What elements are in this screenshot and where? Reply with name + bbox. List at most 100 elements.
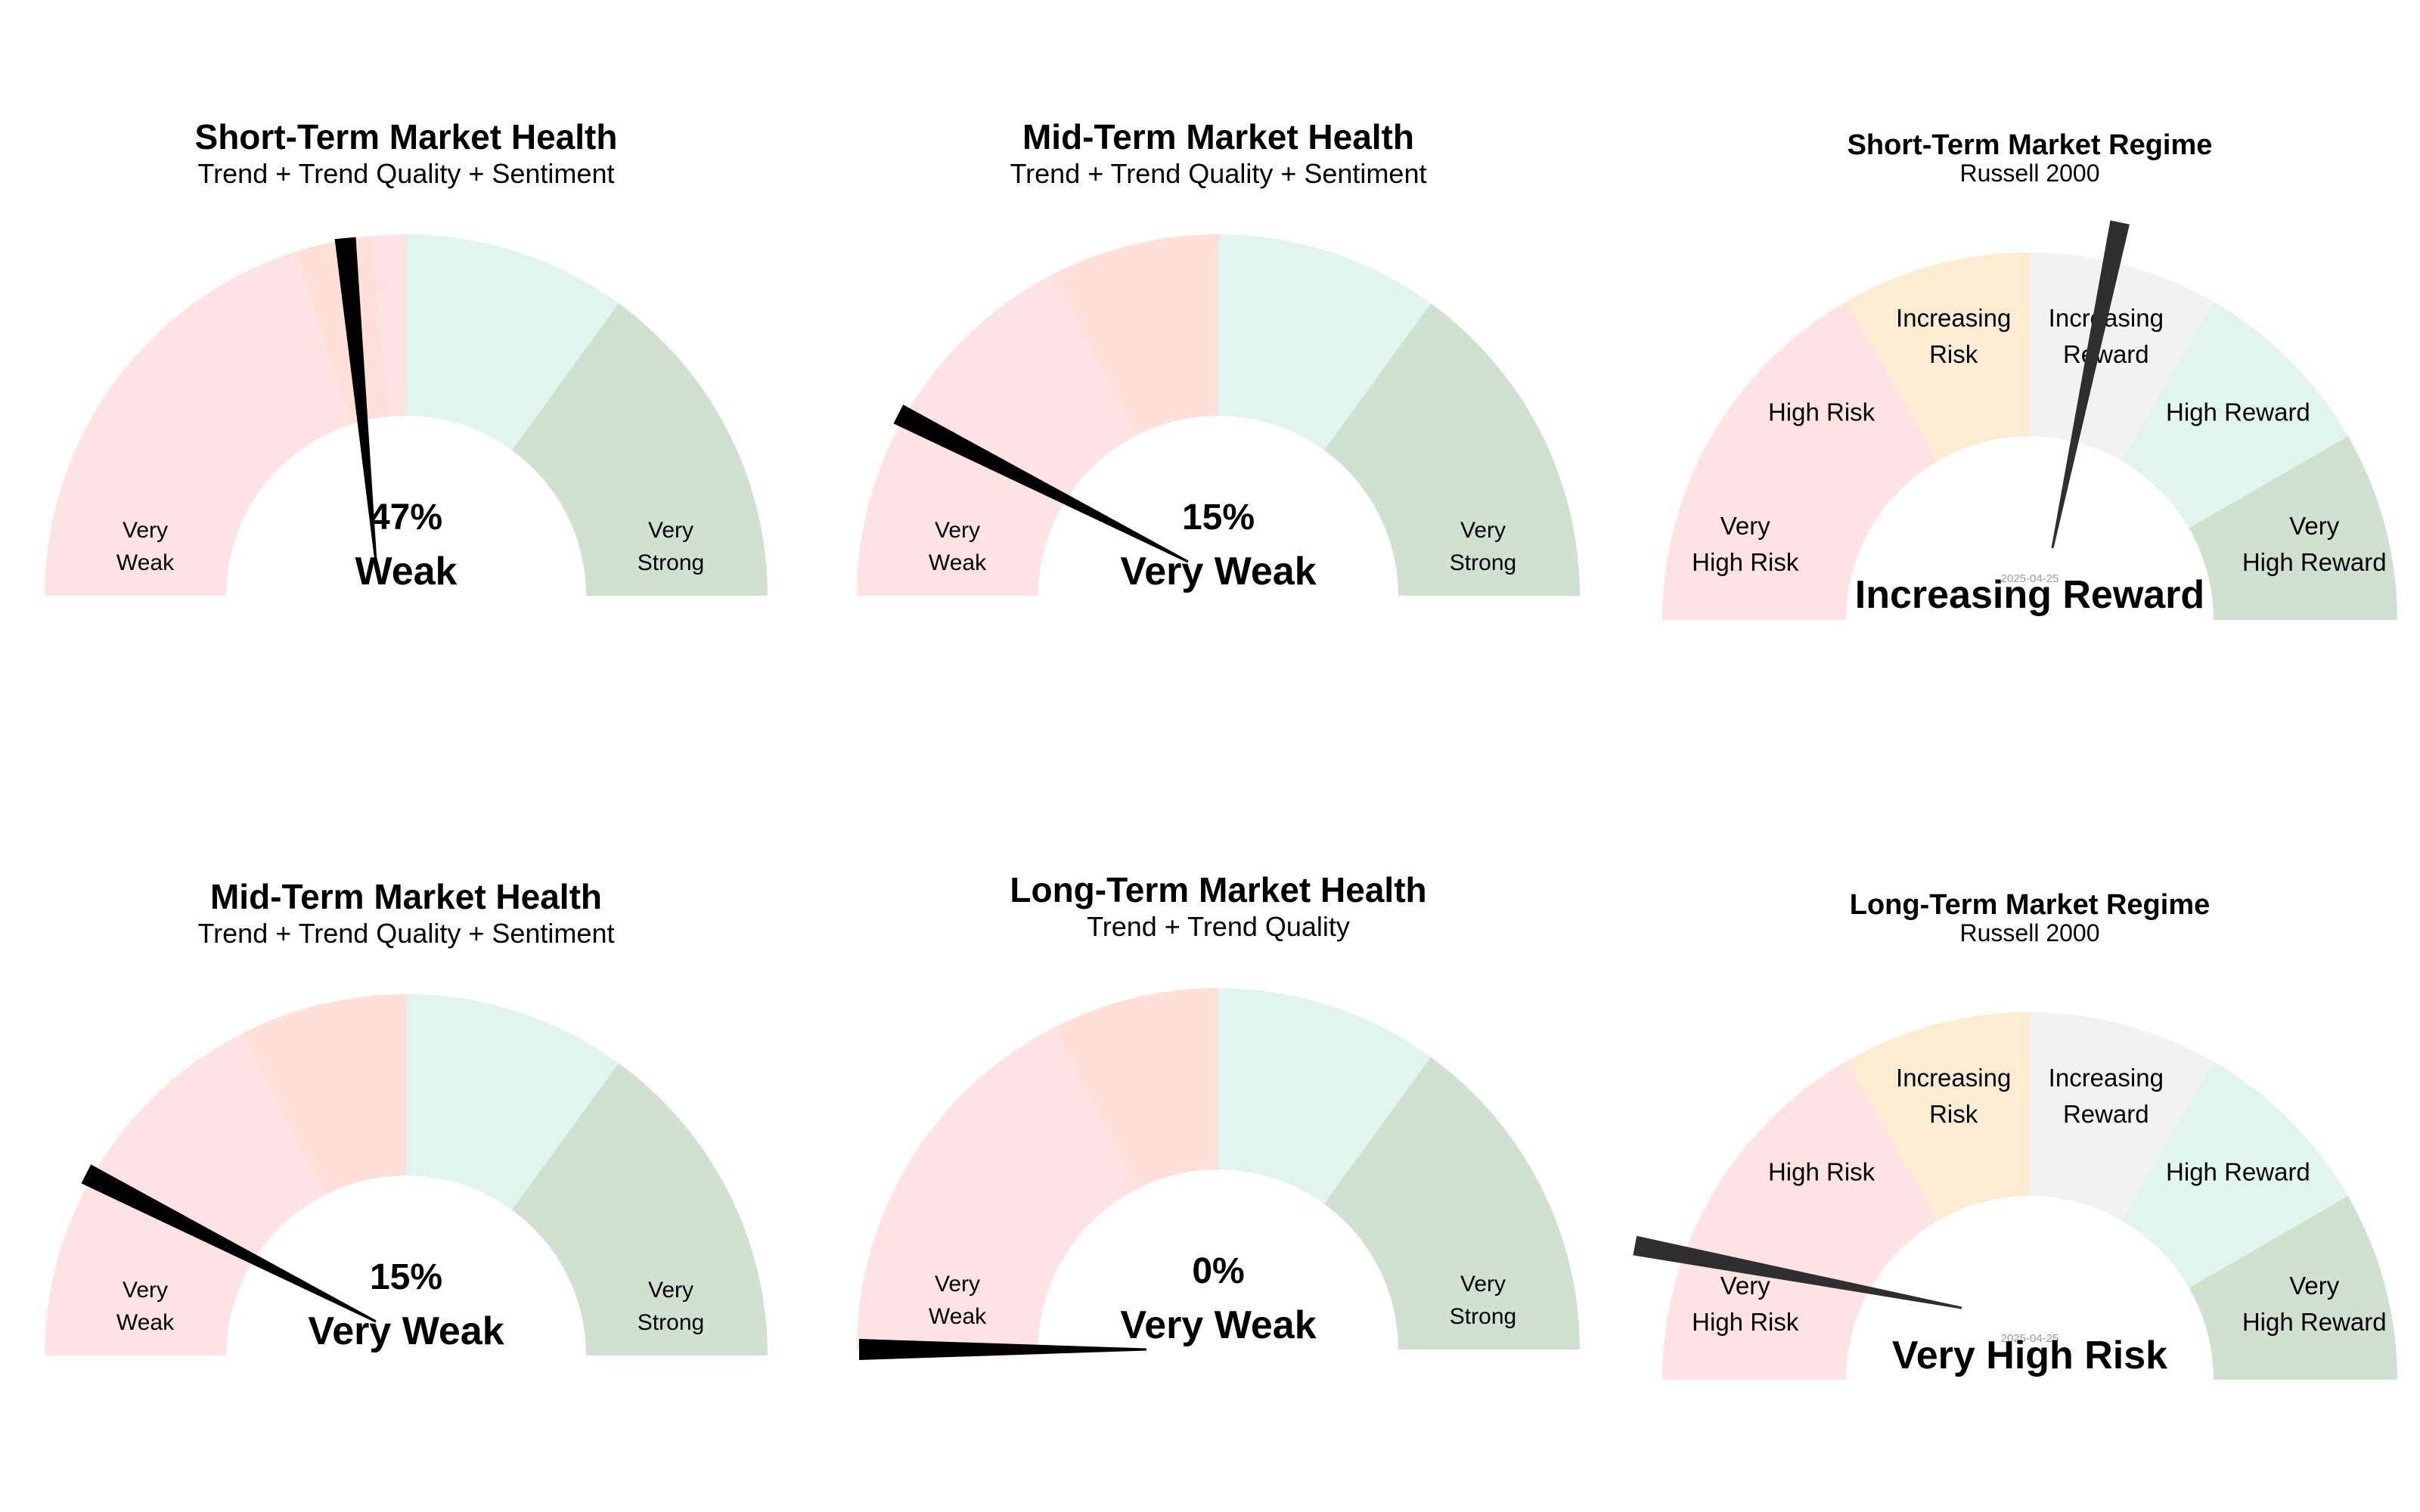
- band-label-very-strong: Very: [1460, 518, 1506, 543]
- regime-segment: [2030, 1012, 2214, 1221]
- gauge-value: 15%: [1182, 497, 1255, 538]
- regime-segment-label: Very: [1720, 512, 1771, 540]
- regime-segment: [1662, 1196, 1871, 1380]
- band-label-very-strong: Very: [1460, 1272, 1506, 1297]
- gauge-needle: [893, 404, 1189, 563]
- regime-segment: [1711, 302, 1938, 528]
- band-label-very-weak: Weak: [929, 550, 987, 575]
- regime-segment: [2121, 1061, 2348, 1288]
- gauge-band: [926, 274, 1137, 491]
- regime-segment-label: High Risk: [1692, 548, 1799, 576]
- gauge-title: Mid-Term Market Health: [1022, 117, 1414, 156]
- regime-segment-label: Increasing: [1896, 304, 2011, 332]
- regime-segment-label: Risk: [1929, 1100, 1978, 1128]
- gauge-title: Mid-Term Market Health: [210, 877, 602, 916]
- gauge-subtitle: Trend + Trend Quality + Sentiment: [198, 918, 615, 949]
- gauge-title: Short-Term Market Health: [195, 117, 618, 156]
- regime-segment-label: High Reward: [2166, 398, 2310, 426]
- regime-segment-label: Risk: [1929, 340, 1978, 368]
- gauge-needle: [1633, 1235, 1962, 1309]
- gauge-band: [926, 1027, 1137, 1244]
- gauge-band: [1053, 234, 1218, 435]
- gauge-band: [406, 994, 619, 1210]
- gauge-title: Long-Term Market Regime: [1850, 889, 2210, 921]
- gauge-state: Very Weak: [1120, 1303, 1316, 1347]
- band-label-very-strong: Very: [648, 518, 693, 543]
- regime-segment: [2189, 1196, 2397, 1380]
- band-label-very-strong: Strong: [638, 1310, 704, 1335]
- gauge-band: [406, 234, 619, 451]
- gauge-needle: [2051, 220, 2130, 549]
- band-label-very-weak: Weak: [116, 1310, 175, 1335]
- gauge-state: Very High Risk: [1892, 1334, 2167, 1377]
- regime-segment-label: Reward: [2063, 340, 2149, 368]
- gauge-band: [113, 1033, 324, 1250]
- regime-segment-label: Very: [2289, 512, 2340, 540]
- gauge-band: [1218, 988, 1431, 1204]
- regime-segment-label: High Reward: [2242, 548, 2387, 576]
- gauge-value: 0%: [1192, 1251, 1244, 1291]
- band-label-very-strong: Strong: [1450, 550, 1516, 575]
- band-label-very-weak: Weak: [929, 1304, 987, 1329]
- gauge-date: 2025-04-25: [2001, 1332, 2059, 1345]
- regime-segment: [2030, 253, 2214, 461]
- gauge-subtitle: Trend + Trend Quality + Sentiment: [198, 158, 615, 189]
- gauge-needle: [81, 1164, 377, 1323]
- gauge-band: [511, 1063, 768, 1356]
- regime-segment-label: Reward: [2063, 1100, 2149, 1128]
- regime-segment-label: High Risk: [1692, 1308, 1799, 1336]
- regime-segment-label: High Reward: [2166, 1158, 2310, 1186]
- gauge-band: [45, 1143, 261, 1356]
- band-label-very-weak: Very: [123, 1278, 168, 1303]
- gauge-band: [1053, 988, 1218, 1189]
- regime-segment: [2121, 302, 2348, 528]
- band-label-very-weak: Very: [123, 518, 168, 543]
- regime-segment-label: Very: [1720, 1272, 1771, 1300]
- gauge-state: Very Weak: [308, 1309, 504, 1353]
- gauge-state: Weak: [355, 550, 458, 593]
- band-label-very-strong: Very: [648, 1278, 693, 1303]
- gauge-band: [511, 303, 768, 596]
- gauge-value: 15%: [370, 1257, 442, 1297]
- gauge-title: Short-Term Market Regime: [1848, 129, 2213, 161]
- gauge-band: [45, 383, 261, 596]
- gauge-needle: [859, 1339, 1146, 1360]
- gauge-band: [372, 234, 406, 417]
- gauge-state: Very Weak: [1120, 550, 1316, 593]
- gauge-band: [857, 1137, 1073, 1349]
- gauge-subtitle: Trend + Trend Quality: [1087, 911, 1350, 942]
- regime-segment-label: High Risk: [1768, 398, 1876, 426]
- regime-segment-label: High Risk: [1768, 1158, 1876, 1186]
- regime-segment-label: Increasing: [1896, 1064, 2011, 1092]
- regime-segment-label: Increasing: [2049, 1064, 2164, 1092]
- regime-segment: [1846, 1012, 2030, 1221]
- gauge-state: Increasing Reward: [1855, 573, 2204, 617]
- band-label-very-weak: Very: [935, 1272, 980, 1297]
- band-label-very-weak: Very: [935, 518, 980, 543]
- gauge-band: [1323, 1057, 1580, 1349]
- gauge-band: [113, 252, 351, 491]
- gauge-value: 47%: [370, 497, 442, 538]
- regime-segment-label: Very: [2289, 1272, 2340, 1300]
- gauge-band: [1323, 303, 1580, 596]
- gauge-band: [857, 383, 1073, 596]
- gauge-subtitle: Russell 2000: [1960, 160, 2100, 187]
- gauge-band: [241, 994, 406, 1195]
- gauge-band: [1218, 234, 1431, 451]
- regime-segment: [2189, 436, 2397, 620]
- gauge-date: 2025-04-25: [2001, 572, 2059, 585]
- gauge-subtitle: Trend + Trend Quality + Sentiment: [1010, 158, 1427, 189]
- regime-segment-label: High Reward: [2242, 1308, 2387, 1336]
- band-label-very-strong: Strong: [638, 550, 704, 575]
- gauge-title: Long-Term Market Health: [1010, 870, 1426, 909]
- band-label-very-weak: Weak: [116, 550, 175, 575]
- regime-segment: [1846, 253, 2030, 461]
